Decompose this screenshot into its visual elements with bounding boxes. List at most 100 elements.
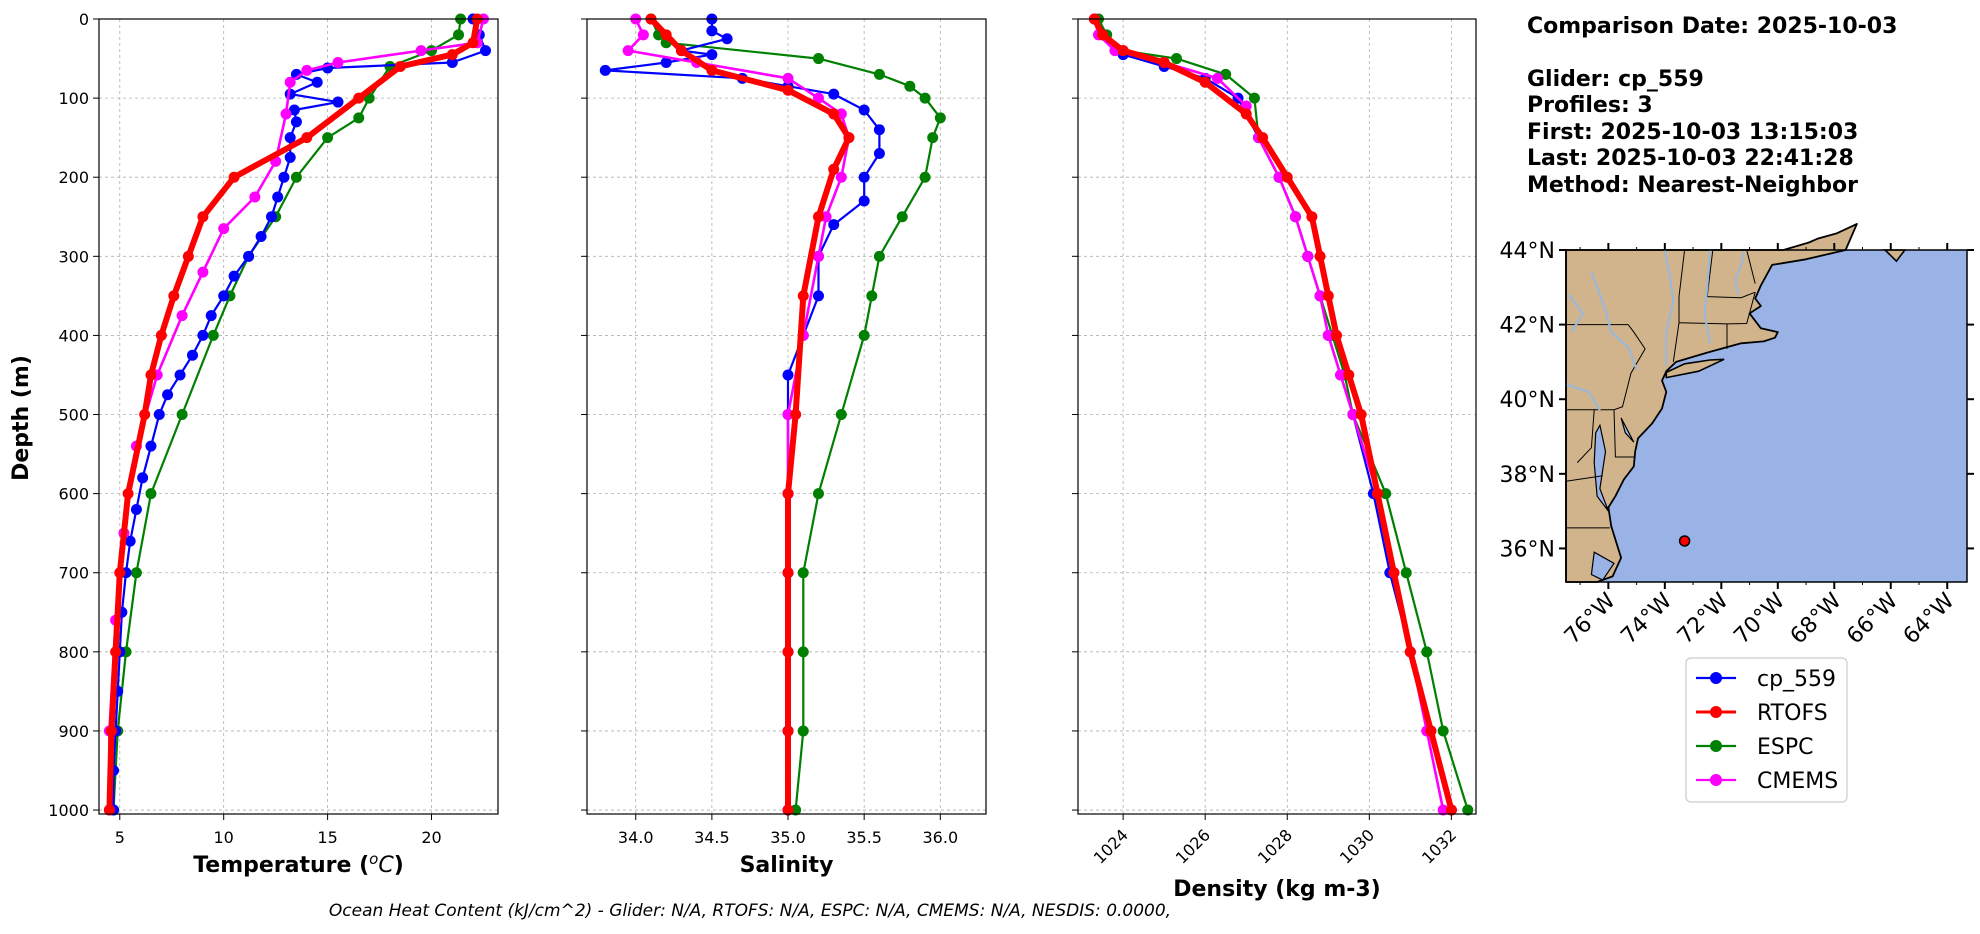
chesapeake-bay bbox=[1593, 423, 1609, 512]
y-tick-label: 500 bbox=[58, 406, 89, 425]
data-point bbox=[311, 76, 323, 88]
data-point bbox=[130, 567, 142, 579]
data-point bbox=[322, 132, 334, 144]
lat-tick-label: 36°N bbox=[1500, 537, 1555, 562]
y-tick-label: 800 bbox=[58, 643, 89, 662]
data-point bbox=[301, 132, 313, 144]
data-point bbox=[1462, 804, 1474, 816]
data-point bbox=[782, 646, 794, 658]
data-point bbox=[660, 57, 672, 69]
data-point bbox=[1220, 68, 1232, 80]
data-point bbox=[721, 33, 733, 45]
y-axis-label: Depth (m) bbox=[9, 355, 34, 481]
data-point bbox=[288, 104, 300, 116]
data-point bbox=[284, 76, 296, 88]
data-point bbox=[332, 57, 344, 69]
y-tick-label: 200 bbox=[58, 168, 89, 187]
y-tick-label: 900 bbox=[58, 722, 89, 741]
data-point bbox=[706, 64, 718, 76]
data-point bbox=[919, 171, 931, 183]
data-point bbox=[228, 270, 240, 282]
data-point bbox=[706, 25, 718, 37]
data-point bbox=[858, 104, 870, 116]
data-point bbox=[353, 92, 365, 104]
legend-label: CMEMS bbox=[1757, 769, 1838, 794]
data-point bbox=[1347, 409, 1359, 421]
data-point bbox=[812, 92, 824, 104]
data-point bbox=[1400, 567, 1412, 579]
state-border bbox=[1672, 322, 1680, 362]
state-border bbox=[1678, 249, 1686, 323]
data-point bbox=[197, 329, 209, 341]
data-point bbox=[1117, 45, 1129, 57]
legend-marker bbox=[1710, 774, 1722, 786]
profile-panel-2: 34.0 34.5 35.0 35.5 36.0 Salinity bbox=[581, 13, 987, 878]
x-tick-label: 36.0 bbox=[923, 828, 959, 847]
data-point bbox=[1437, 804, 1449, 816]
lon-tick-label: 74°W bbox=[1616, 588, 1677, 649]
data-point bbox=[835, 171, 847, 183]
data-point bbox=[782, 72, 794, 84]
y-tick-label: 0 bbox=[79, 10, 89, 29]
series-line bbox=[650, 18, 942, 811]
y-tick-label: 100 bbox=[58, 89, 89, 108]
series-RTOFS bbox=[645, 13, 855, 816]
long-island bbox=[1665, 358, 1725, 379]
data-point bbox=[1355, 409, 1367, 421]
data-point bbox=[873, 68, 885, 80]
data-point bbox=[467, 37, 479, 49]
data-point bbox=[1158, 57, 1170, 69]
x-axis-label: Density (kg m-3) bbox=[1173, 877, 1381, 902]
data-point bbox=[858, 195, 870, 207]
data-point bbox=[1289, 211, 1301, 223]
data-point bbox=[446, 57, 458, 69]
data-point bbox=[205, 310, 217, 322]
data-point bbox=[782, 804, 794, 816]
data-point bbox=[162, 389, 174, 401]
x-tick-label: 1026 bbox=[1172, 825, 1214, 867]
lat-tick-label: 38°N bbox=[1500, 463, 1555, 488]
data-point bbox=[145, 440, 157, 452]
y-tick-label: 700 bbox=[58, 564, 89, 583]
series-ESPC bbox=[645, 13, 946, 816]
data-point bbox=[828, 108, 840, 120]
x-tick-label: 1032 bbox=[1418, 825, 1460, 867]
data-point bbox=[480, 45, 492, 57]
data-point bbox=[453, 29, 465, 41]
data-point bbox=[1421, 646, 1433, 658]
data-point bbox=[790, 409, 802, 421]
data-point bbox=[1335, 369, 1347, 381]
data-point bbox=[873, 147, 885, 159]
data-point bbox=[153, 409, 165, 421]
state-border bbox=[1746, 249, 1756, 284]
data-point bbox=[812, 53, 824, 65]
legend-marker bbox=[1710, 672, 1722, 684]
data-point bbox=[290, 171, 302, 183]
data-point bbox=[797, 290, 809, 302]
lon-tick-label: 64°W bbox=[1899, 588, 1960, 649]
series-CMEMS bbox=[1088, 13, 1449, 816]
data-point bbox=[249, 191, 261, 203]
delaware-bay bbox=[1620, 417, 1635, 443]
data-point bbox=[197, 266, 209, 278]
data-point bbox=[1425, 725, 1437, 737]
lon-tick-label: 68°W bbox=[1786, 588, 1847, 649]
data-point bbox=[1314, 250, 1326, 262]
data-point bbox=[284, 151, 296, 163]
data-point bbox=[675, 45, 687, 57]
data-point bbox=[797, 725, 809, 737]
data-point bbox=[228, 171, 240, 183]
data-point bbox=[927, 132, 939, 144]
data-point bbox=[243, 250, 255, 262]
river bbox=[1663, 249, 1675, 366]
x-tick-label: 35.0 bbox=[770, 828, 806, 847]
data-point bbox=[394, 60, 406, 72]
x-tick-label: 1024 bbox=[1090, 825, 1132, 867]
river bbox=[1567, 294, 1585, 333]
data-point bbox=[828, 219, 840, 231]
x-tick-label: 1028 bbox=[1254, 825, 1296, 867]
data-point bbox=[812, 488, 824, 500]
data-point bbox=[122, 488, 134, 500]
legend-label: cp_559 bbox=[1757, 667, 1836, 692]
data-point bbox=[782, 488, 794, 500]
